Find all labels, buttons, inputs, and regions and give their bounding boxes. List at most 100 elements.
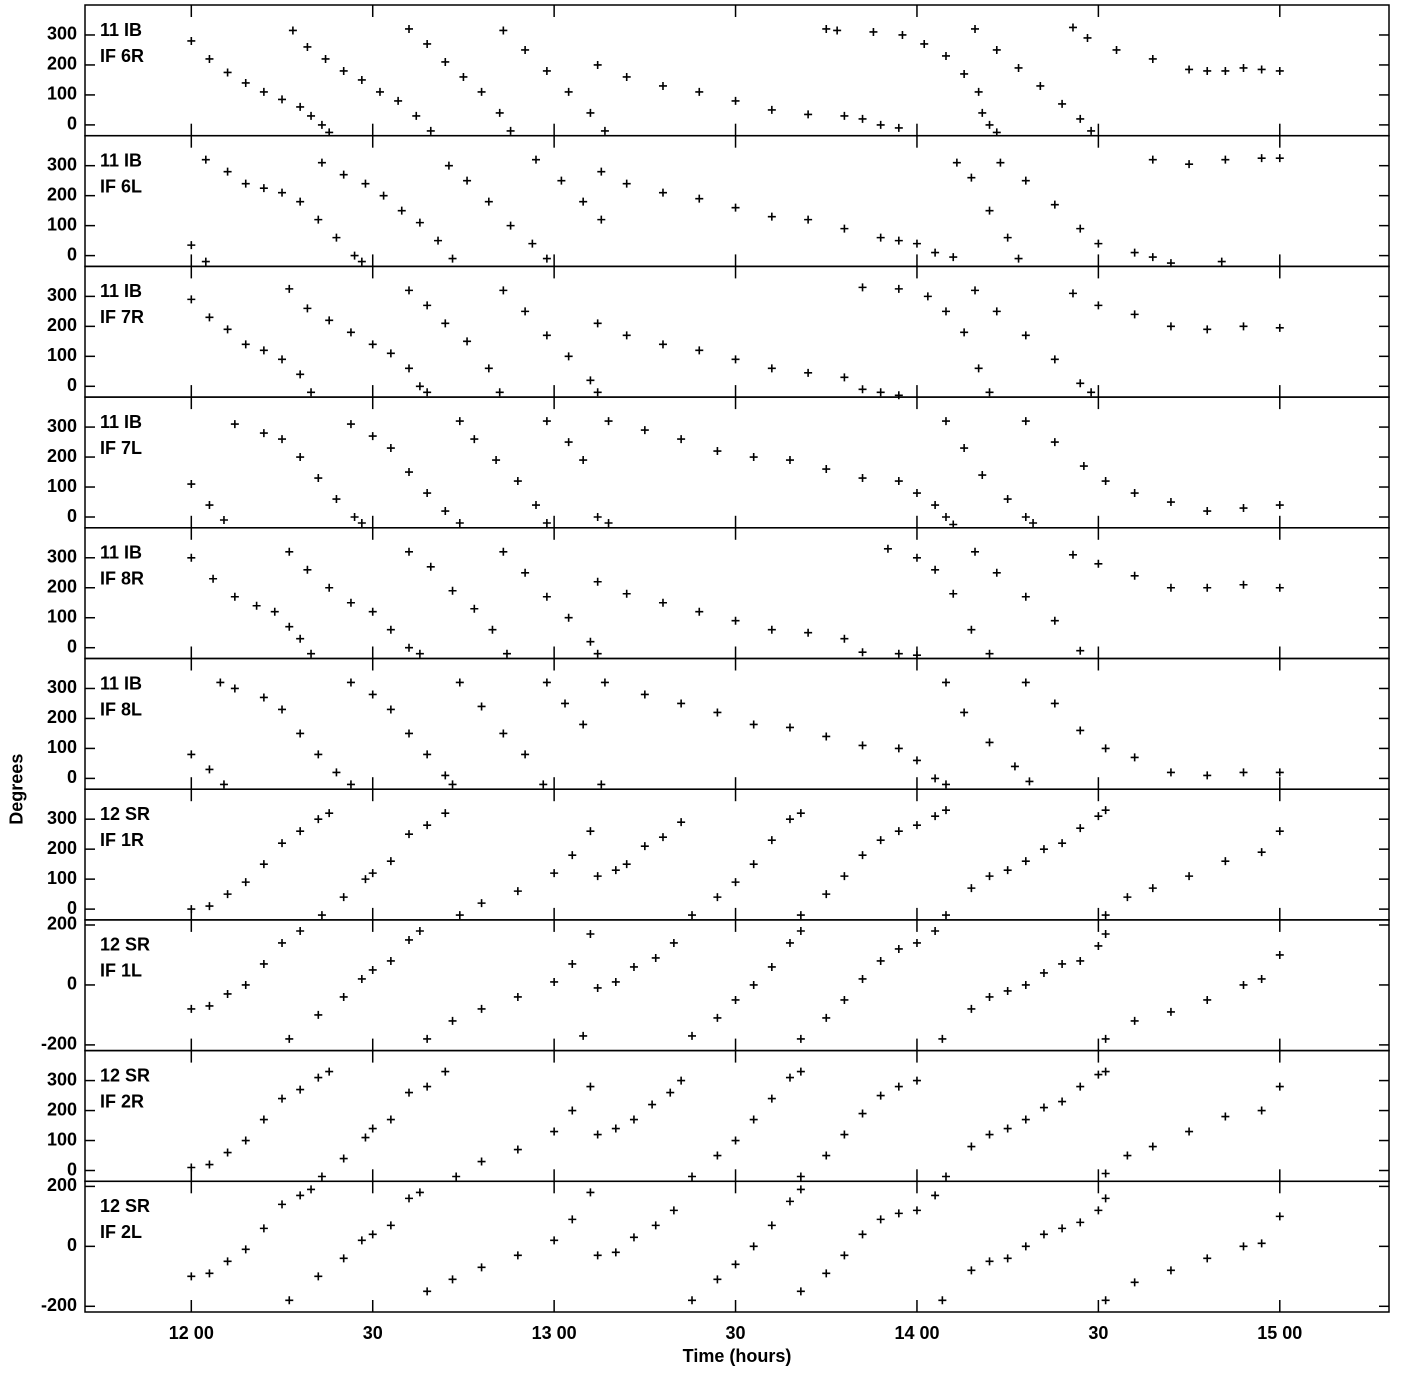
point: [314, 815, 323, 824]
point: [375, 87, 384, 96]
point: [894, 284, 903, 293]
y-tick-label: 200: [47, 838, 77, 858]
point: [1130, 1016, 1139, 1025]
point: [749, 860, 758, 869]
point: [303, 304, 312, 313]
point: [858, 1109, 867, 1118]
y-tick-label: 300: [47, 24, 77, 44]
point: [296, 102, 305, 111]
point: [488, 625, 497, 634]
point: [1050, 616, 1059, 625]
panel-label: IF 1R: [100, 830, 144, 850]
point: [804, 368, 813, 377]
point: [1275, 323, 1284, 332]
point: [840, 111, 849, 120]
point: [1003, 1254, 1012, 1263]
point: [785, 1073, 794, 1082]
point: [1094, 301, 1103, 310]
x-tick-label: 30: [1088, 1323, 1108, 1343]
point: [593, 872, 602, 881]
point: [1221, 66, 1230, 75]
point: [1275, 583, 1284, 592]
point: [666, 1088, 675, 1097]
point: [1275, 154, 1284, 163]
point: [1239, 504, 1248, 513]
point: [822, 1151, 831, 1160]
point: [1021, 417, 1030, 426]
point: [713, 708, 722, 717]
point: [223, 1257, 232, 1266]
point: [1094, 239, 1103, 248]
point: [223, 989, 232, 998]
point: [1039, 845, 1048, 854]
point: [1076, 1218, 1085, 1227]
point: [1239, 980, 1248, 989]
point: [648, 1100, 657, 1109]
point: [1079, 462, 1088, 471]
point: [386, 857, 395, 866]
point: [931, 1191, 940, 1200]
point: [1130, 571, 1139, 580]
point: [1257, 1106, 1266, 1115]
point: [920, 39, 929, 48]
point: [339, 992, 348, 1001]
point: [1050, 355, 1059, 364]
point: [346, 678, 355, 687]
point: [876, 836, 885, 845]
point: [357, 519, 366, 528]
point: [586, 376, 595, 385]
point: [785, 938, 794, 947]
point: [1112, 45, 1121, 54]
point: [749, 980, 758, 989]
point: [1021, 176, 1030, 185]
point: [858, 474, 867, 483]
point: [187, 241, 196, 250]
point: [604, 519, 613, 528]
point: [1166, 1007, 1175, 1016]
point: [568, 1215, 577, 1224]
point: [941, 513, 950, 522]
y-tick-label: 100: [47, 84, 77, 104]
point: [923, 292, 932, 301]
point: [622, 72, 631, 81]
point: [658, 833, 667, 842]
point: [205, 1001, 214, 1010]
point: [339, 66, 348, 75]
point: [201, 155, 210, 164]
y-tick-label: 300: [47, 1069, 77, 1089]
point: [205, 501, 214, 510]
point: [840, 634, 849, 643]
point: [611, 1248, 620, 1257]
point: [688, 911, 697, 920]
panel-label: IF 7R: [100, 307, 144, 327]
point: [1203, 325, 1212, 334]
point: [1058, 99, 1067, 108]
point: [296, 197, 305, 206]
point: [495, 108, 504, 117]
point: [568, 959, 577, 968]
point: [960, 69, 969, 78]
point: [521, 750, 530, 759]
point: [1021, 513, 1030, 522]
point: [586, 1082, 595, 1091]
point: [564, 613, 573, 622]
point: [397, 206, 406, 215]
point: [1003, 233, 1012, 242]
point: [463, 337, 472, 346]
point: [513, 887, 522, 896]
point: [441, 771, 450, 780]
point: [688, 1296, 697, 1305]
panel-frame: [84, 1049, 1390, 1183]
point: [346, 780, 355, 789]
point: [1076, 646, 1085, 655]
point: [938, 1296, 947, 1305]
point: [1076, 114, 1085, 123]
point: [1025, 777, 1034, 786]
panel-label: IF 2R: [100, 1091, 144, 1111]
point: [361, 179, 370, 188]
y-tick-label: 300: [47, 677, 77, 697]
x-tick-label: 30: [726, 1323, 746, 1343]
y-tick-label: 200: [47, 184, 77, 204]
x-axis-label: Time (hours): [683, 1346, 792, 1366]
point: [640, 842, 649, 851]
